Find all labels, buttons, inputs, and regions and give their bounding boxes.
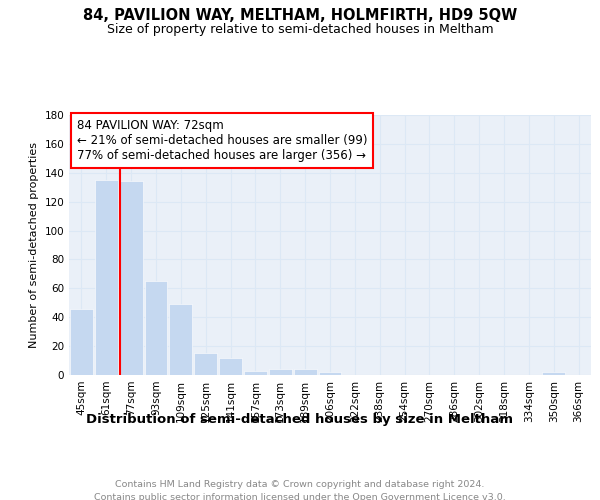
Y-axis label: Number of semi-detached properties: Number of semi-detached properties [29,142,39,348]
Bar [70,308,93,375]
Bar [120,182,143,375]
Text: 84 PAVILION WAY: 72sqm
← 21% of semi-detached houses are smaller (99)
77% of sem: 84 PAVILION WAY: 72sqm ← 21% of semi-det… [77,119,367,162]
Text: Distribution of semi-detached houses by size in Meltham: Distribution of semi-detached houses by … [86,412,514,426]
Bar [294,369,317,375]
Bar [219,358,242,375]
Bar [95,180,118,375]
Text: 84, PAVILION WAY, MELTHAM, HOLMFIRTH, HD9 5QW: 84, PAVILION WAY, MELTHAM, HOLMFIRTH, HD… [83,8,517,22]
Bar [269,369,292,375]
Bar [319,372,341,375]
Bar [169,304,192,375]
Text: Size of property relative to semi-detached houses in Meltham: Size of property relative to semi-detach… [107,22,493,36]
Bar [542,372,565,375]
Bar [145,281,167,375]
Bar [194,354,217,375]
Text: Contains HM Land Registry data © Crown copyright and database right 2024.: Contains HM Land Registry data © Crown c… [115,480,485,489]
Text: Contains public sector information licensed under the Open Government Licence v3: Contains public sector information licen… [94,492,506,500]
Bar [244,370,267,375]
